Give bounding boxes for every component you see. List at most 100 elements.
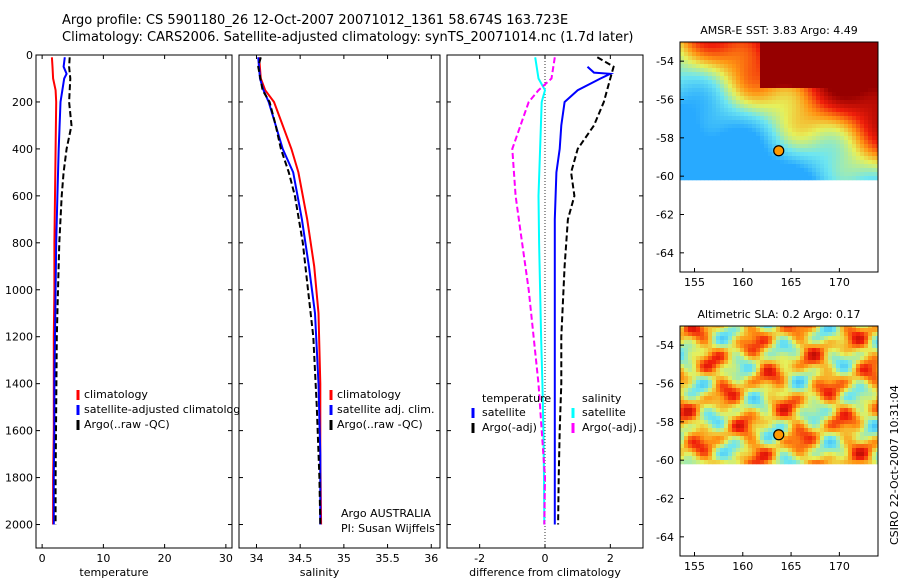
map-cell: [844, 404, 849, 409]
map-cell: [852, 172, 857, 177]
map-cell: [692, 440, 697, 445]
map-cell: [748, 52, 753, 57]
map-cell: [772, 348, 777, 353]
map-cell: [824, 148, 829, 153]
map-cell: [860, 140, 865, 145]
map-cell: [836, 404, 841, 409]
map-cell: [792, 108, 797, 113]
y-tick-label: 800: [12, 237, 33, 250]
map-cell: [768, 164, 773, 169]
map-cell: [744, 332, 749, 337]
map-cell: [860, 42, 865, 45]
map-cell: [720, 168, 725, 173]
map-cell: [796, 128, 801, 133]
map-cell: [752, 340, 757, 345]
map-cell: [860, 348, 865, 353]
map-cell: [712, 428, 717, 433]
map-cell: [784, 332, 789, 337]
map-cell: [788, 380, 793, 385]
map-cell: [856, 168, 861, 173]
map-cell: [848, 412, 853, 417]
map-cell: [820, 416, 825, 421]
map-cell: [840, 116, 845, 121]
map-cell: [844, 344, 849, 349]
map-cell: [772, 68, 777, 73]
map-cell: [724, 42, 729, 45]
map-cell: [852, 460, 857, 465]
map-cell: [752, 152, 757, 157]
map-cell: [740, 420, 745, 425]
map-cell: [872, 140, 877, 145]
map-cell: [780, 444, 785, 449]
map-cell: [732, 388, 737, 393]
map-cell: [724, 440, 729, 445]
map-cell: [776, 356, 781, 361]
map-cell: [728, 168, 733, 173]
map-cell: [700, 76, 705, 81]
map-frame: [679, 325, 879, 557]
map-cell: [800, 56, 805, 61]
map-cell: [788, 420, 793, 425]
map-cell: [848, 332, 853, 337]
map-cell: [808, 120, 813, 125]
map-cell: [732, 452, 737, 457]
map-cell: [856, 160, 861, 165]
map-cell: [708, 140, 713, 145]
map-cell: [820, 112, 825, 117]
map-cell: [680, 368, 685, 373]
map-cell: [860, 108, 865, 113]
map-cell: [744, 328, 749, 333]
map-cell: [776, 348, 781, 353]
map-cell: [800, 136, 805, 141]
map-cell: [760, 368, 765, 373]
map-cell: [876, 92, 878, 97]
map-cell: [772, 384, 777, 389]
map-cell: [808, 420, 813, 425]
map-cell: [684, 408, 689, 413]
map-cell: [716, 52, 721, 57]
map-cell: [716, 392, 721, 397]
map-cell: [764, 456, 769, 461]
map-cell: [864, 364, 869, 369]
map-cell: [840, 332, 845, 337]
map-cell: [700, 400, 705, 405]
map-cell: [684, 440, 689, 445]
map-cell: [696, 160, 701, 165]
map-cell: [852, 332, 857, 337]
map-cell: [744, 400, 749, 405]
map-cell: [876, 60, 878, 65]
map-cell: [736, 100, 741, 105]
map-cell: [800, 144, 805, 149]
map-cell: [700, 412, 705, 417]
map-cell: [832, 100, 837, 105]
map-cell: [852, 132, 857, 137]
map-cell: [812, 100, 817, 105]
map-cell: [876, 364, 878, 369]
map-cell: [868, 412, 873, 417]
map-cell: [744, 44, 749, 49]
map-cell: [840, 326, 845, 329]
map-cell: [824, 372, 829, 377]
map-cell: [700, 60, 705, 65]
map-cell: [724, 96, 729, 101]
map-cell: [752, 452, 757, 457]
map-cell: [844, 112, 849, 117]
y-tick-label: -62: [656, 493, 674, 506]
map-cell: [716, 424, 721, 429]
map-cell: [844, 116, 849, 121]
map-title: Altimetric SLA: 0.2 Argo: 0.17: [697, 308, 860, 321]
map-cell: [796, 156, 801, 161]
map-cell: [752, 400, 757, 405]
map-cell: [784, 48, 789, 53]
map-cell: [708, 400, 713, 405]
map-cell: [796, 96, 801, 101]
map-cell: [872, 356, 877, 361]
map-cell: [840, 148, 845, 153]
map-cell: [684, 128, 689, 133]
map-cell: [848, 356, 853, 361]
map-cell: [760, 56, 765, 61]
map-cell: [732, 396, 737, 401]
map-cell: [844, 376, 849, 381]
map-cell: [788, 392, 793, 397]
map-cell: [684, 44, 689, 49]
